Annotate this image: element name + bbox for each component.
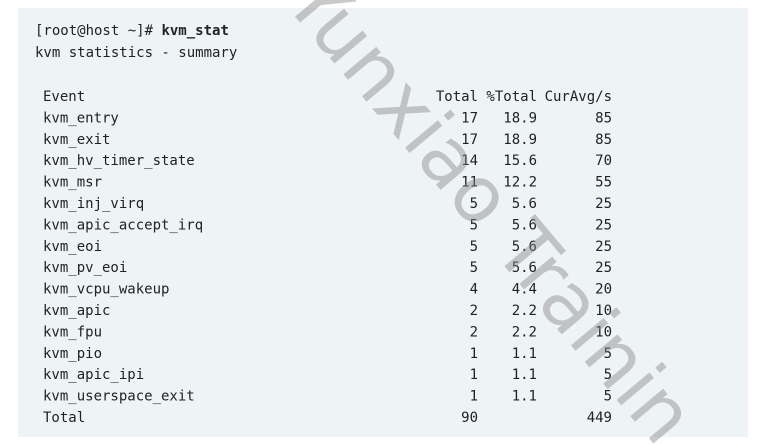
stats-table: Event Total %Total CurAvg/s kvm_entry 17 18.9 8… <box>43 89 612 426</box>
cell-value: 1 <box>470 367 478 383</box>
event-name: kvm_apic_accept_irq <box>43 217 203 233</box>
cell-value: 1 <box>470 389 478 405</box>
cell-value: 25 <box>595 217 612 233</box>
cell-value: 18.9 <box>503 132 537 148</box>
cell-value: 1.1 <box>512 346 537 362</box>
cell-value: 5.6 <box>512 260 537 276</box>
cell-value: 2.2 <box>512 303 537 319</box>
cell-value: 14 <box>461 153 478 169</box>
cell-value: 5 <box>604 367 612 383</box>
command: kvm_stat <box>161 23 228 39</box>
cell-value: 5 <box>470 196 478 212</box>
prompt: [root@host ~]# <box>35 23 161 39</box>
event-name: kvm_apic <box>43 303 110 319</box>
cell-value: 85 <box>595 110 612 126</box>
event-name: kvm_pv_eoi <box>43 260 127 276</box>
cell-value: 11 <box>461 175 478 191</box>
total-label: Total <box>43 410 85 426</box>
event-name: kvm_apic_ipi <box>43 367 144 383</box>
column-header: CurAvg/s <box>545 89 612 105</box>
terminal-background <box>18 8 748 437</box>
event-name: kvm_pio <box>43 346 102 362</box>
event-name: kvm_eoi <box>43 239 102 255</box>
cell-value: 1 <box>470 346 478 362</box>
cell-value: 15.6 <box>503 153 537 169</box>
event-name: kvm_fpu <box>43 324 102 340</box>
column-header: Event <box>43 89 85 105</box>
cell-value: 5 <box>604 389 612 405</box>
prompt-line: [root@host ~]# kvm_stat <box>35 23 229 39</box>
cell-value: 25 <box>595 196 612 212</box>
cell-value: 5 <box>604 346 612 362</box>
cell-value: 70 <box>595 153 612 169</box>
cell-value: 17 <box>461 110 478 126</box>
event-name: kvm_exit <box>43 132 110 148</box>
cell-value: 55 <box>595 175 612 191</box>
event-name: kvm_entry <box>43 110 119 126</box>
cell-value: 25 <box>595 239 612 255</box>
column-header: Total <box>436 89 478 105</box>
cell-value: 12.2 <box>503 175 537 191</box>
total-count: 90 <box>461 410 478 426</box>
cell-value: 1.1 <box>512 367 537 383</box>
cell-value: 5 <box>470 217 478 233</box>
cell-value: 20 <box>595 282 612 298</box>
cell-value: 17 <box>461 132 478 148</box>
cell-value: 5 <box>470 239 478 255</box>
cell-value: 2 <box>470 324 478 340</box>
cell-value: 10 <box>595 303 612 319</box>
cell-value: 5.6 <box>512 196 537 212</box>
event-name: kvm_vcpu_wakeup <box>43 282 169 298</box>
cell-value: 2.2 <box>512 324 537 340</box>
cell-value: 4 <box>470 282 478 298</box>
cell-value: 5.6 <box>512 217 537 233</box>
event-name: kvm_msr <box>43 175 102 191</box>
cell-value: 2 <box>470 303 478 319</box>
cell-value: 85 <box>595 132 612 148</box>
cell-value: 18.9 <box>503 110 537 126</box>
column-header: %Total <box>486 89 537 105</box>
event-name: kvm_inj_virq <box>43 196 144 212</box>
cell-value: 5 <box>470 260 478 276</box>
event-name: kvm_hv_timer_state <box>43 153 195 169</box>
cell-value: 10 <box>595 324 612 340</box>
cell-value: 1.1 <box>512 389 537 405</box>
event-name: kvm_userspace_exit <box>43 389 195 405</box>
cell-value: 4.4 <box>512 282 537 298</box>
total-cur-avg: 449 <box>587 410 612 426</box>
cell-value: 5.6 <box>512 239 537 255</box>
subtitle: kvm statistics - summary <box>35 45 237 61</box>
cell-value: 25 <box>595 260 612 276</box>
